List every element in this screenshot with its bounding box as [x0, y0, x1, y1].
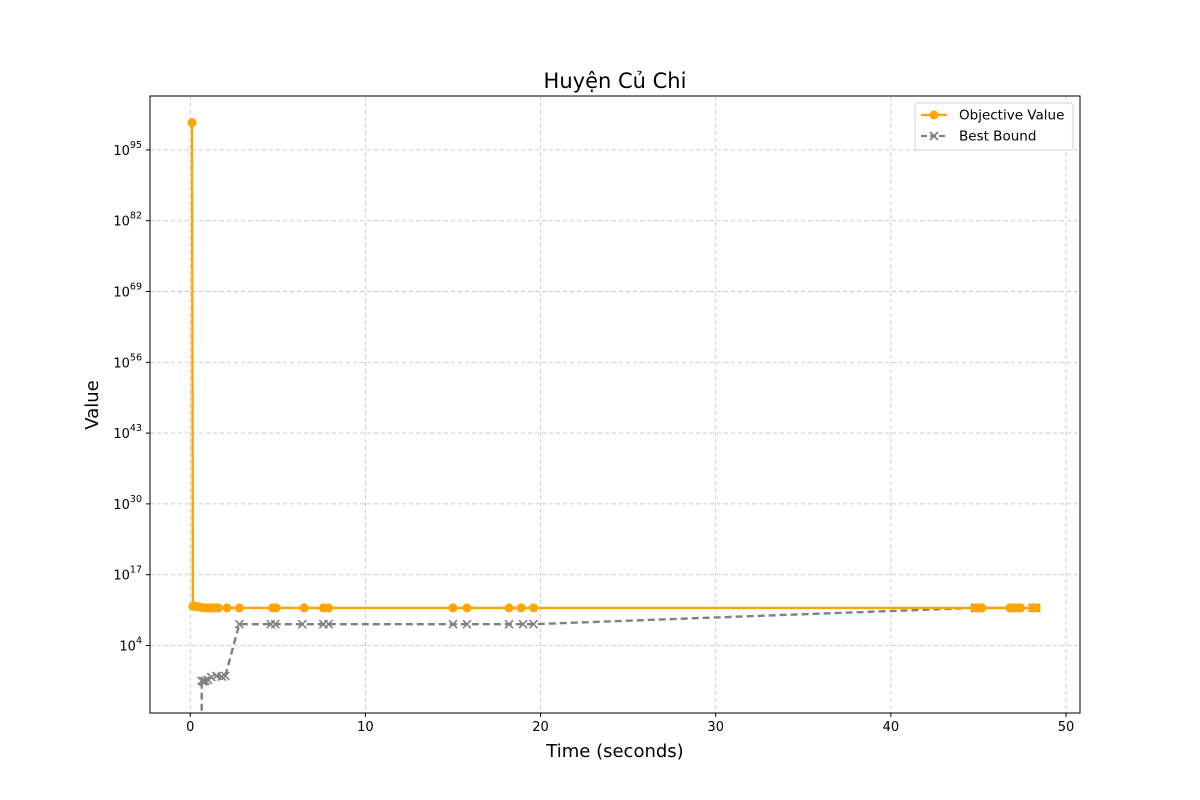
y-axis: 104 1017 1030 1043 1056 1069 1082 1095	[113, 140, 150, 654]
y-tick-label: 1069	[113, 282, 142, 301]
best-bound-point	[462, 619, 472, 629]
best-bound-point	[270, 619, 280, 629]
best-bound-point	[528, 619, 539, 629]
best-bound-point	[217, 671, 227, 682]
objective-value-point	[516, 603, 526, 613]
y-tick-label: 1082	[113, 211, 142, 230]
objective-value-point	[222, 603, 232, 613]
best-bound-point	[518, 619, 528, 629]
best-bound-point	[200, 676, 210, 686]
x-tick-label: 50	[1058, 720, 1075, 735]
x-axis: 0 10 20 30 40 50	[186, 713, 1074, 735]
best-bound-point	[297, 619, 307, 629]
x-axis-label: Time (seconds)	[545, 741, 683, 762]
y-tick-label: 1043	[113, 423, 142, 442]
best-bound-point	[324, 619, 334, 629]
objective-value-point	[462, 603, 472, 613]
legend-objective-label: Objective Value	[959, 108, 1064, 124]
y-tick-label: 1056	[113, 352, 142, 371]
objective-value-point	[529, 603, 539, 613]
best-bound-point	[504, 619, 514, 629]
x-tick-label: 0	[186, 720, 194, 735]
best-bound-point	[220, 671, 230, 681]
chart-title: Huyện Củ Chi	[544, 69, 687, 93]
objective-value-point	[448, 603, 458, 613]
legend-box	[914, 102, 1074, 151]
objective-value-point	[977, 603, 987, 613]
legend: Objective Value Best Bound	[914, 102, 1074, 151]
objective-value-point	[1031, 603, 1041, 613]
x-tick-label: 20	[532, 720, 549, 735]
objective-value-point	[324, 603, 334, 613]
objective-value-point	[187, 118, 197, 128]
x-tick-label: 40	[883, 720, 900, 735]
best-bound-point	[448, 619, 458, 629]
y-tick-label: 104	[119, 635, 142, 654]
y-tick-label: 1095	[113, 140, 142, 159]
plot-frame	[149, 95, 1081, 714]
legend-bound-marker	[929, 131, 939, 141]
x-tick-label: 30	[707, 720, 724, 735]
legend-objective-marker	[929, 110, 939, 120]
objective-value-point	[299, 603, 309, 613]
objective-value-point	[504, 603, 514, 613]
y-tick-label: 1030	[113, 494, 142, 513]
legend-bound-label: Best Bound	[959, 129, 1036, 145]
series-layer	[187, 118, 1041, 713]
y-tick-label: 1017	[113, 565, 142, 584]
y-axis-label: Value	[82, 380, 103, 429]
best-bound-point	[234, 619, 244, 629]
objective-value-point	[213, 603, 223, 613]
objective-value-point	[234, 603, 244, 613]
objective-value-point	[1015, 603, 1025, 613]
x-tick-label: 10	[357, 720, 374, 735]
objective-value-point	[271, 603, 281, 613]
